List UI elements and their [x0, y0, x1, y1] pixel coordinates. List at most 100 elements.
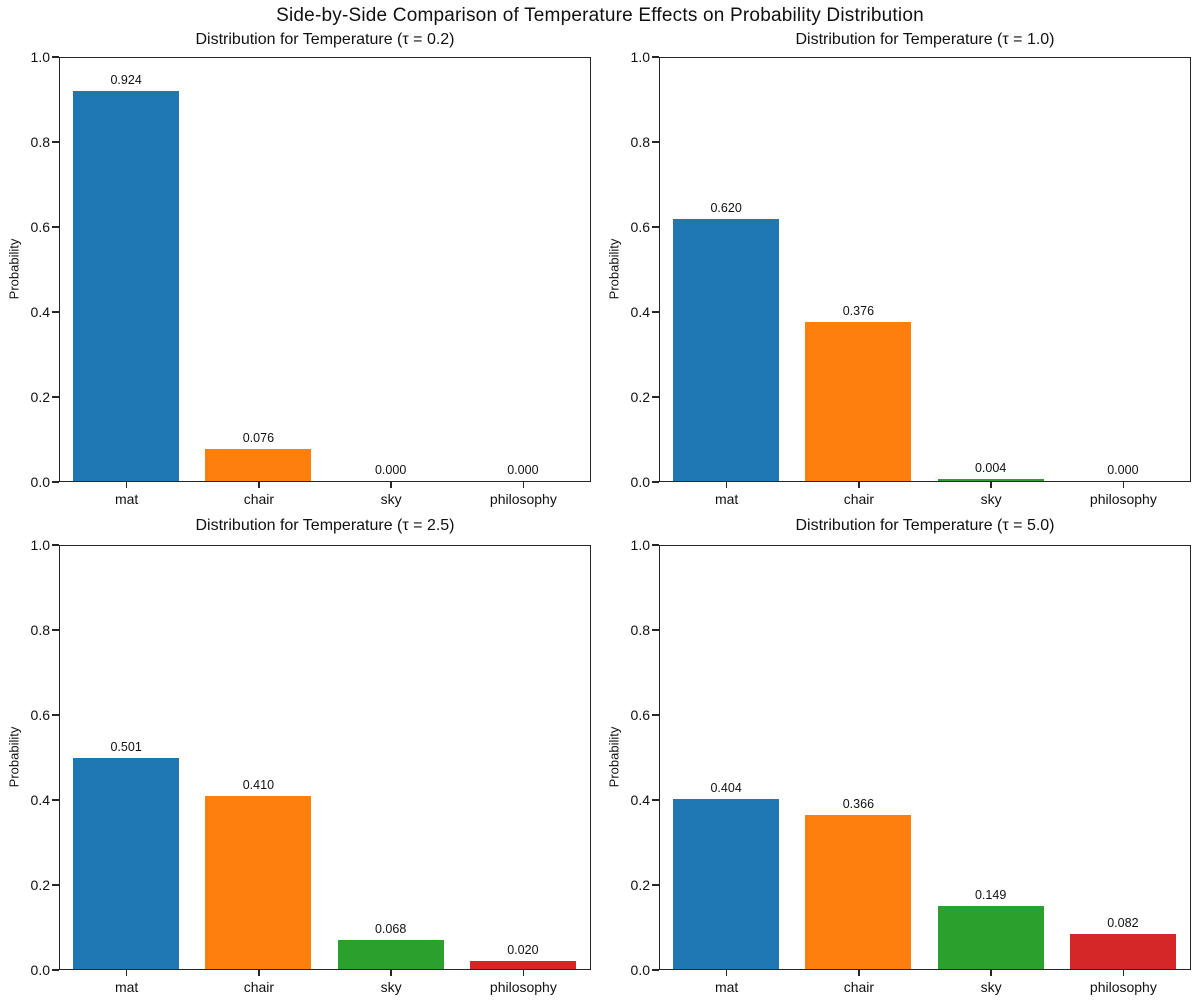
- subplot-title: Distribution for Temperature (τ = 5.0): [795, 517, 1055, 534]
- bar-value-label: 0.004: [974, 461, 1007, 476]
- subplot-tau-5-0: Distribution for Temperature (τ = 5.0) P…: [600, 510, 1200, 995]
- y-tick-label: 0.0: [30, 962, 50, 978]
- y-tick-mark: [52, 629, 59, 631]
- subplot-title: Distribution for Temperature (τ = 1.0): [795, 31, 1055, 48]
- x-tick-label: chair: [243, 979, 275, 995]
- bar-value-label: 0.000: [1107, 463, 1139, 477]
- y-axis-label: Probability: [606, 238, 622, 300]
- x-tick-mark: [858, 482, 860, 488]
- y-tick-mark: [52, 226, 59, 228]
- y-tick-mark: [52, 56, 59, 58]
- y-tick-mark: [652, 799, 659, 801]
- bar-mat: [673, 219, 780, 481]
- bar-value-label: 0.620: [710, 201, 742, 216]
- y-tick-mark: [652, 226, 659, 228]
- bar-value-label: 0.924: [110, 73, 142, 88]
- y-tick-mark: [52, 799, 59, 801]
- y-tick-mark: [52, 481, 59, 483]
- y-tick-label: 0.8: [30, 134, 50, 150]
- bar-chair: [805, 322, 912, 481]
- x-tick-label: mat: [714, 491, 739, 507]
- x-tick-label: mat: [714, 979, 739, 995]
- bar-value-label: 0.082: [1107, 916, 1139, 931]
- y-tick-label: 0.0: [630, 962, 650, 978]
- bar-sky: [937, 479, 1044, 481]
- bar-value-label: 0.410: [242, 777, 275, 792]
- x-tick-mark: [125, 482, 128, 488]
- y-tick-mark: [652, 481, 659, 483]
- x-tick-label: mat: [114, 491, 139, 507]
- y-tick-mark: [52, 544, 59, 546]
- x-tick-mark: [858, 970, 860, 976]
- bar-value-label: 0.068: [374, 922, 407, 937]
- bar-mat: [73, 91, 180, 481]
- y-tick-mark: [52, 311, 59, 313]
- y-tick-label: 1.0: [630, 49, 650, 65]
- bar-sky: [937, 906, 1044, 969]
- y-axis-label: Probability: [606, 726, 622, 788]
- x-tick-mark: [390, 482, 392, 488]
- x-tick-label: sky: [380, 979, 402, 995]
- y-tick-label: 0.0: [630, 474, 650, 490]
- y-tick-label: 0.8: [630, 622, 650, 638]
- bar-value-label: 0.020: [507, 942, 539, 957]
- y-tick-mark: [652, 969, 659, 971]
- figure-title: Side-by-Side Comparison of Temperature E…: [276, 5, 924, 26]
- bar-value-label: 0.000: [507, 463, 539, 477]
- y-tick-label: 0.6: [630, 219, 650, 235]
- bar-philosophy: [1069, 934, 1176, 969]
- subplot-title: Distribution for Temperature (τ = 0.2): [195, 31, 455, 48]
- bar-chair: [205, 795, 312, 969]
- x-tick-label: chair: [843, 979, 875, 995]
- bar-mat: [73, 757, 180, 969]
- x-tick-mark: [258, 970, 260, 976]
- y-tick-label: 0.8: [630, 134, 650, 150]
- bar-value-label: 0.376: [842, 304, 875, 319]
- bar-value-label: 0.501: [110, 739, 142, 754]
- y-tick-label: 0.2: [30, 389, 50, 405]
- y-tick-label: 0.6: [630, 707, 650, 723]
- x-tick-mark: [990, 970, 992, 976]
- x-tick-label: chair: [843, 491, 875, 507]
- x-tick-mark: [522, 482, 525, 488]
- bar-value-label: 0.149: [974, 888, 1007, 903]
- y-tick-mark: [652, 544, 659, 546]
- y-tick-label: 0.2: [630, 877, 650, 893]
- x-tick-label: philosophy: [489, 491, 557, 507]
- subplot-tau-1-0: Distribution for Temperature (τ = 1.0) P…: [600, 27, 1200, 510]
- x-tick-label: philosophy: [1089, 979, 1157, 995]
- bar-mat: [673, 798, 780, 969]
- x-tick-mark: [1122, 970, 1125, 976]
- y-tick-label: 1.0: [630, 537, 650, 553]
- plot-area: 0.924 0.076 0.000 0.000: [59, 57, 591, 482]
- bar-chair: [805, 814, 912, 969]
- y-tick-label: 0.0: [30, 474, 50, 490]
- y-tick-mark: [652, 629, 659, 631]
- plot-area: 0.501 0.410 0.068 0.020: [59, 545, 591, 970]
- subplot-title: Distribution for Temperature (τ = 2.5): [195, 517, 455, 534]
- y-tick-mark: [52, 714, 59, 716]
- plot-area: 0.404 0.366 0.149 0.082: [659, 545, 1191, 970]
- y-tick-label: 0.4: [30, 304, 50, 320]
- x-tick-mark: [390, 970, 392, 976]
- y-tick-mark: [652, 714, 659, 716]
- x-tick-mark: [725, 482, 728, 488]
- y-tick-label: 1.0: [30, 49, 50, 65]
- y-tick-mark: [652, 56, 659, 58]
- y-tick-label: 0.2: [30, 877, 50, 893]
- y-tick-label: 0.4: [30, 792, 50, 808]
- x-tick-mark: [125, 970, 128, 976]
- y-tick-mark: [652, 396, 659, 398]
- y-tick-mark: [652, 884, 659, 886]
- bar-philosophy: [469, 960, 576, 969]
- bar-sky: [337, 940, 444, 969]
- y-tick-label: 0.8: [30, 622, 50, 638]
- x-tick-mark: [522, 970, 525, 976]
- x-tick-label: sky: [980, 979, 1002, 995]
- y-tick-mark: [52, 969, 59, 971]
- y-tick-label: 0.6: [30, 707, 50, 723]
- x-tick-label: philosophy: [1089, 491, 1157, 507]
- x-tick-label: sky: [980, 491, 1002, 507]
- y-tick-label: 1.0: [30, 537, 50, 553]
- y-tick-label: 0.6: [30, 219, 50, 235]
